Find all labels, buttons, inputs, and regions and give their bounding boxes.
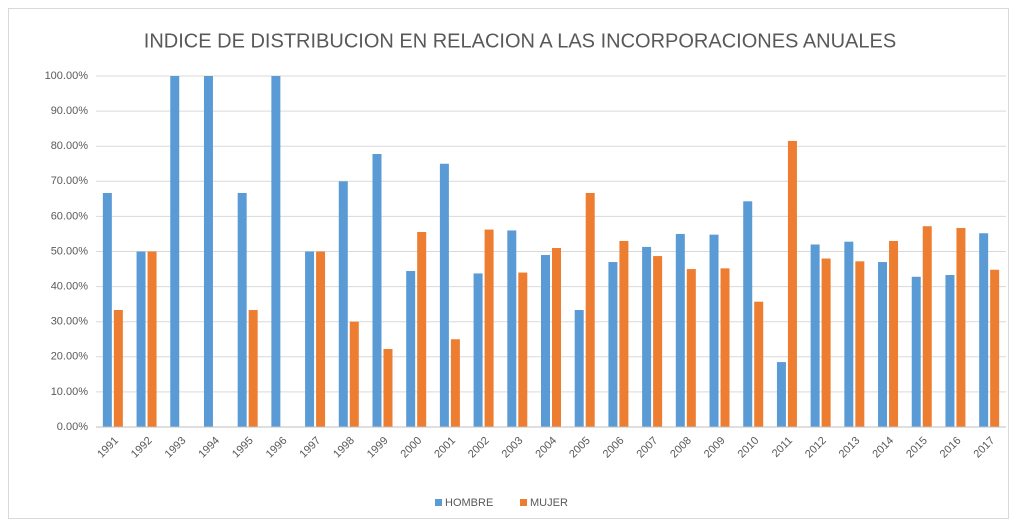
- bar: [237, 192, 247, 427]
- bar: [484, 229, 494, 427]
- y-tick-label: 0.00%: [57, 421, 88, 433]
- bar: [271, 76, 281, 427]
- bar: [754, 301, 764, 427]
- bar: [855, 261, 865, 427]
- bar: [619, 240, 629, 427]
- bar: [136, 251, 146, 427]
- legend-label: HOMBRE: [445, 497, 493, 509]
- bar: [878, 262, 888, 427]
- bar: [889, 240, 899, 427]
- legend-swatch: [435, 499, 442, 506]
- y-tick-label: 60.00%: [51, 210, 89, 222]
- bar: [372, 153, 382, 428]
- bar: [911, 276, 921, 427]
- bar: [945, 275, 955, 427]
- bar: [956, 227, 966, 427]
- bar: [170, 76, 180, 427]
- bar: [349, 321, 359, 427]
- bar: [147, 251, 157, 427]
- bar: [338, 181, 348, 427]
- legend-label: MUJER: [530, 497, 568, 509]
- y-tick-label: 90.00%: [51, 105, 89, 117]
- bar: [507, 230, 517, 427]
- bar: [787, 140, 797, 427]
- bar: [113, 310, 123, 427]
- bar: [585, 192, 595, 427]
- bar: [473, 273, 483, 427]
- y-tick-label: 70.00%: [51, 175, 89, 187]
- bar: [203, 76, 213, 427]
- bar: [844, 241, 854, 427]
- bar: [810, 244, 820, 427]
- bar: [743, 201, 753, 427]
- bar: [450, 339, 460, 427]
- bar: [675, 233, 685, 427]
- bar: [642, 246, 652, 427]
- chart-title: INDICE DE DISTRIBUCION EN RELACION A LAS…: [144, 30, 896, 52]
- bar: [709, 234, 719, 427]
- bar: [608, 262, 618, 427]
- y-tick-label: 80.00%: [51, 140, 89, 152]
- bar: [821, 258, 831, 427]
- bar: [518, 272, 528, 427]
- bar: [541, 255, 550, 427]
- legend-swatch: [520, 499, 527, 506]
- bar: [102, 192, 112, 427]
- y-tick-label: 50.00%: [51, 245, 89, 257]
- bar: [686, 269, 696, 427]
- bar: [990, 269, 1000, 427]
- bar: [406, 271, 416, 427]
- bar: [776, 362, 786, 427]
- bar: [248, 310, 258, 427]
- y-tick-label: 10.00%: [51, 386, 89, 398]
- bar: [417, 231, 427, 427]
- y-tick-label: 20.00%: [51, 351, 89, 363]
- bar: [305, 251, 315, 427]
- bar: [979, 233, 989, 427]
- bar: [316, 251, 326, 427]
- y-tick-label: 30.00%: [51, 316, 89, 328]
- bar: [922, 226, 932, 427]
- bar: [574, 310, 584, 427]
- y-tick-label: 40.00%: [51, 281, 89, 293]
- bar: [439, 163, 449, 427]
- bar: [720, 268, 730, 427]
- bar: [653, 256, 663, 427]
- bar: [552, 247, 561, 427]
- y-tick-label: 100.00%: [45, 70, 89, 82]
- bar: [383, 349, 393, 427]
